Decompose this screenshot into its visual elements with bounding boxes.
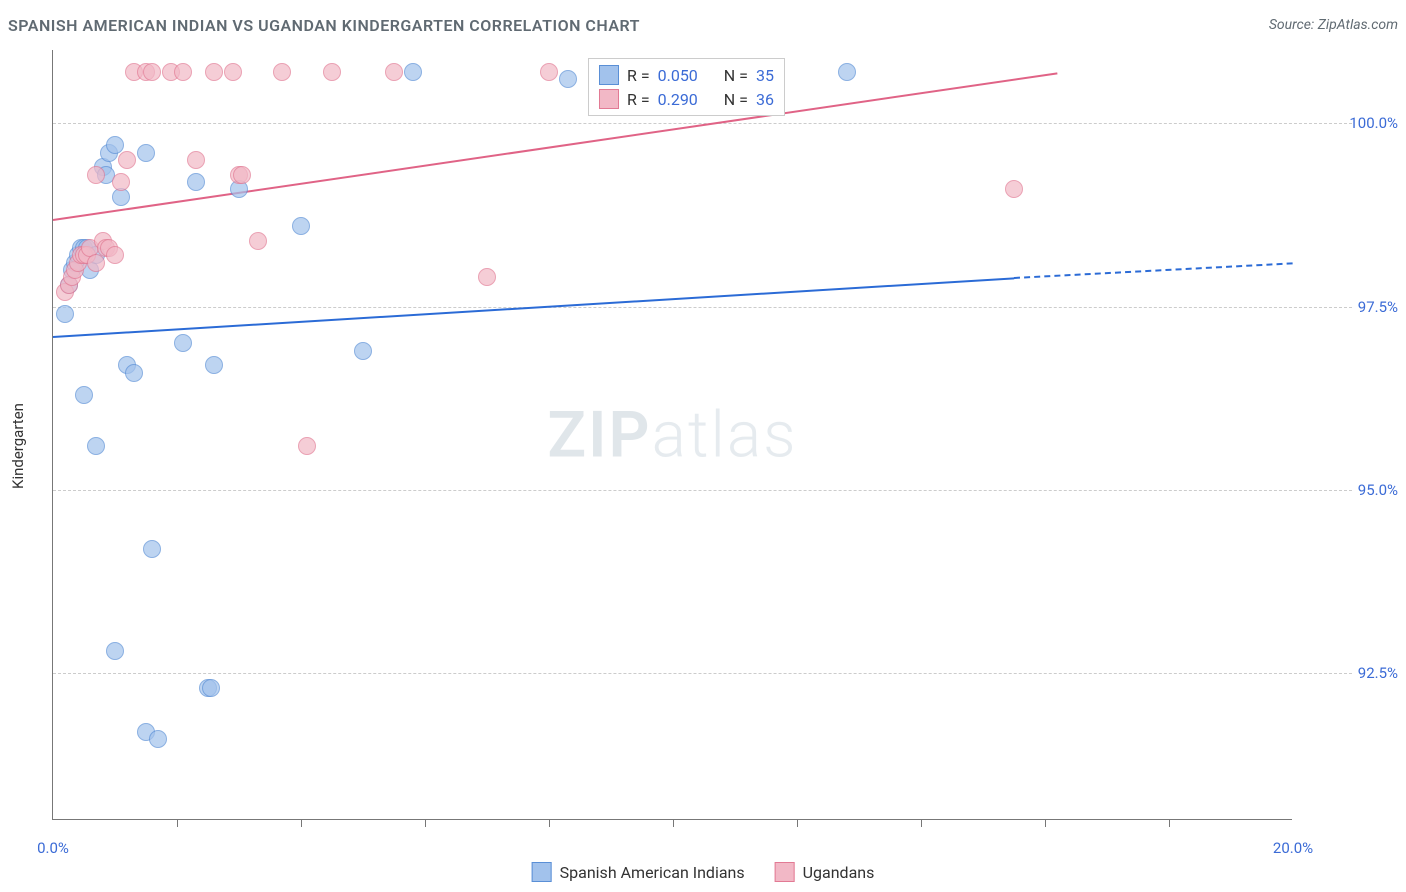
x-tick-label: 0.0% bbox=[37, 839, 69, 857]
chart-title: SPANISH AMERICAN INDIAN VS UGANDAN KINDE… bbox=[8, 16, 640, 35]
x-tick-label: 20.0% bbox=[1273, 839, 1313, 857]
data-point bbox=[559, 70, 577, 88]
data-point bbox=[298, 437, 316, 455]
legend-bottom: Spanish American Indians Ugandans bbox=[532, 862, 875, 882]
legend-series-name: Ugandans bbox=[803, 863, 875, 882]
data-point bbox=[323, 63, 341, 81]
legend-series-name: Spanish American Indians bbox=[560, 863, 745, 882]
data-point bbox=[187, 173, 205, 191]
x-tick-mark bbox=[921, 819, 922, 827]
legend-swatch bbox=[775, 862, 795, 882]
data-point bbox=[540, 63, 558, 81]
chart-header: SPANISH AMERICAN INDIAN VS UGANDAN KINDE… bbox=[0, 0, 1406, 50]
y-tick-label: 95.0% bbox=[1358, 481, 1398, 499]
data-point bbox=[125, 364, 143, 382]
legend-r-value: 0.290 bbox=[658, 90, 698, 109]
data-point bbox=[87, 166, 105, 184]
x-tick-mark bbox=[425, 819, 426, 827]
data-point bbox=[187, 151, 205, 169]
x-tick-mark bbox=[301, 819, 302, 827]
data-point bbox=[137, 144, 155, 162]
legend-top-row: R = 0.050 N = 35 bbox=[599, 63, 774, 87]
data-point bbox=[478, 268, 496, 286]
data-point bbox=[249, 232, 267, 250]
legend-swatch bbox=[532, 862, 552, 882]
data-point bbox=[112, 173, 130, 191]
data-point bbox=[149, 730, 167, 748]
data-point bbox=[385, 63, 403, 81]
data-point bbox=[143, 540, 161, 558]
gridline-horizontal bbox=[53, 307, 1352, 308]
data-point bbox=[404, 63, 422, 81]
legend-r-label: R = bbox=[627, 66, 650, 85]
x-tick-mark bbox=[1169, 819, 1170, 827]
data-point bbox=[174, 63, 192, 81]
x-tick-mark bbox=[177, 819, 178, 827]
x-tick-mark bbox=[1045, 819, 1046, 827]
legend-bottom-item: Spanish American Indians bbox=[532, 862, 745, 882]
data-point bbox=[174, 334, 192, 352]
gridline-horizontal bbox=[53, 490, 1352, 491]
legend-n-value: 36 bbox=[756, 90, 774, 109]
legend-r-value: 0.050 bbox=[658, 66, 698, 85]
legend-n-label: N = bbox=[724, 90, 748, 109]
data-point bbox=[56, 305, 74, 323]
data-point bbox=[202, 679, 220, 697]
trend-line bbox=[1014, 263, 1293, 280]
data-point bbox=[273, 63, 291, 81]
data-point bbox=[205, 356, 223, 374]
legend-bottom-item: Ugandans bbox=[775, 862, 875, 882]
legend-n-value: 35 bbox=[756, 66, 774, 85]
data-point bbox=[233, 166, 251, 184]
legend-correlation: R = 0.050 N = 35 R = 0.290 N = 36 bbox=[588, 58, 785, 116]
data-point bbox=[292, 217, 310, 235]
data-point bbox=[205, 63, 223, 81]
x-tick-mark bbox=[797, 819, 798, 827]
watermark-rest: atlas bbox=[652, 397, 798, 472]
watermark: ZIPatlas bbox=[547, 397, 797, 472]
legend-top-row: R = 0.290 N = 36 bbox=[599, 87, 774, 111]
watermark-bold: ZIP bbox=[547, 397, 651, 472]
legend-n-label: N = bbox=[724, 66, 748, 85]
data-point bbox=[143, 63, 161, 81]
data-point bbox=[354, 342, 372, 360]
data-point bbox=[118, 151, 136, 169]
y-tick-label: 97.5% bbox=[1358, 298, 1398, 316]
x-tick-mark bbox=[673, 819, 674, 827]
data-point bbox=[75, 386, 93, 404]
chart-source: Source: ZipAtlas.com bbox=[1269, 17, 1398, 33]
legend-swatch bbox=[599, 89, 619, 109]
data-point bbox=[1005, 180, 1023, 198]
scatter-chart: ZIPatlas 0.0%20.0%R =0.050N =35R =0.290N… bbox=[52, 50, 1292, 820]
y-axis-label: Kindergarten bbox=[9, 403, 27, 489]
x-tick-mark bbox=[549, 819, 550, 827]
y-tick-label: 100.0% bbox=[1349, 114, 1398, 132]
data-point bbox=[106, 642, 124, 660]
data-point bbox=[224, 63, 242, 81]
legend-swatch bbox=[599, 65, 619, 85]
data-point bbox=[838, 63, 856, 81]
trend-line bbox=[53, 277, 1014, 338]
y-tick-label: 92.5% bbox=[1358, 664, 1398, 682]
trend-line bbox=[53, 72, 1058, 221]
data-point bbox=[87, 437, 105, 455]
gridline-horizontal bbox=[53, 673, 1352, 674]
legend-r-label: R = bbox=[627, 90, 650, 109]
data-point bbox=[106, 246, 124, 264]
